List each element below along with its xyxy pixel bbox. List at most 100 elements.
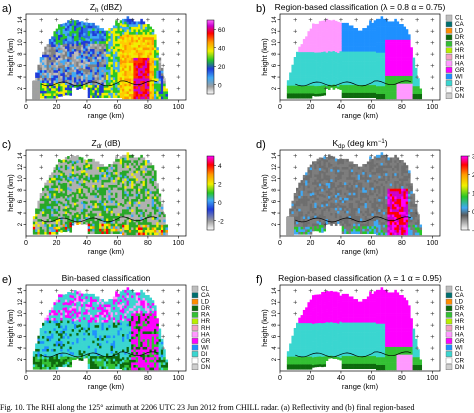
radar-cell [128, 85, 132, 89]
radar-cell [135, 60, 139, 64]
radar-cell [124, 183, 127, 187]
radar-cell [76, 53, 79, 57]
radar-cell [302, 44, 306, 47]
radar-cell [117, 218, 121, 222]
radar-cell [154, 170, 157, 174]
radar-cell [87, 25, 91, 29]
clutter-cell [35, 80, 37, 84]
radar-cell [323, 25, 327, 29]
radar-cell [410, 67, 413, 71]
radar-cell [147, 73, 150, 76]
radar-cell [293, 195, 297, 199]
radar-cell [78, 78, 82, 82]
radar-cell [339, 35, 343, 39]
radar-cell [117, 43, 121, 47]
radar-cell [339, 25, 343, 29]
grid-markers [293, 17, 435, 91]
radar-cell [99, 176, 102, 180]
radar-cell [94, 207, 98, 211]
radar-cell [357, 64, 361, 68]
radar-cell [394, 93, 397, 97]
radar-field [32, 152, 169, 236]
radar-cell [321, 80, 324, 84]
radar-cell [154, 198, 157, 202]
radar-cell [128, 175, 132, 179]
radar-cell [67, 205, 70, 208]
radar-cell [42, 187, 45, 191]
radar-cell [328, 19, 331, 23]
radar-cell [53, 44, 57, 47]
radar-cell [96, 69, 100, 73]
radar-cell [80, 34, 84, 37]
radar-cell [131, 60, 134, 64]
radar-cell [42, 221, 45, 225]
radar-cell [401, 83, 404, 87]
radar-cell [158, 85, 162, 89]
radar-cell [160, 96, 164, 100]
clutter-cell [35, 93, 37, 97]
radar-cell [337, 39, 340, 43]
x-tick-label: 20 [53, 240, 61, 247]
radar-cell [300, 187, 304, 191]
radar-cell [289, 208, 292, 212]
radar-cell [112, 231, 116, 235]
radar-cell [119, 48, 123, 52]
radar-cell [69, 23, 73, 27]
radar-cell [135, 42, 139, 45]
radar-cell [128, 60, 132, 64]
radar-cell [90, 77, 93, 80]
radar-cell [378, 34, 381, 38]
radar-cell [387, 44, 391, 48]
radar-cell [355, 79, 359, 83]
grid-marker [176, 29, 181, 33]
radar-cell [74, 215, 77, 219]
radar-cell [302, 90, 306, 94]
radar-cell [298, 93, 301, 96]
radar-cell [346, 77, 349, 80]
radar-cell [55, 51, 59, 55]
radar-cell [318, 26, 322, 30]
radar-cell [344, 92, 347, 96]
radar-cell [323, 53, 327, 57]
radar-cell [126, 154, 130, 158]
radar-cell [58, 39, 61, 43]
radar-cell [76, 198, 79, 202]
radar-cell [302, 41, 306, 45]
radar-cell [64, 169, 68, 173]
radar-cell [108, 210, 111, 214]
radar-cell [154, 224, 157, 228]
radar-cell [131, 229, 134, 233]
radar-cell [108, 213, 111, 216]
radar-cell [90, 218, 93, 222]
radar-cell [316, 215, 320, 219]
radar-cell [325, 31, 329, 35]
radar-cell [396, 44, 400, 48]
radar-cell [376, 78, 379, 82]
radar-cell [307, 54, 311, 58]
radar-cell [362, 38, 365, 42]
radar-cell [307, 198, 311, 202]
radar-cell [298, 205, 301, 209]
radar-cell [373, 71, 377, 75]
radar-cell [360, 66, 363, 70]
radar-cell [44, 85, 47, 89]
radar-cell [296, 69, 299, 73]
radar-cell [160, 80, 164, 84]
radar-cell [414, 93, 418, 97]
radar-cell [147, 83, 150, 87]
radar-cell [42, 190, 45, 194]
radar-cell [135, 39, 139, 43]
radar-cell [323, 40, 327, 44]
radar-cell [300, 221, 304, 225]
radar-cell [94, 179, 98, 183]
radar-cell [128, 96, 132, 100]
radar-cell [101, 53, 105, 57]
grid-marker [354, 17, 358, 22]
radar-cell [60, 201, 63, 205]
radar-cell [378, 60, 381, 64]
radar-cell [44, 49, 47, 53]
radar-cell [314, 88, 317, 92]
radar-cell [316, 212, 320, 216]
radar-cell [92, 189, 95, 193]
radar-cell [371, 40, 375, 44]
